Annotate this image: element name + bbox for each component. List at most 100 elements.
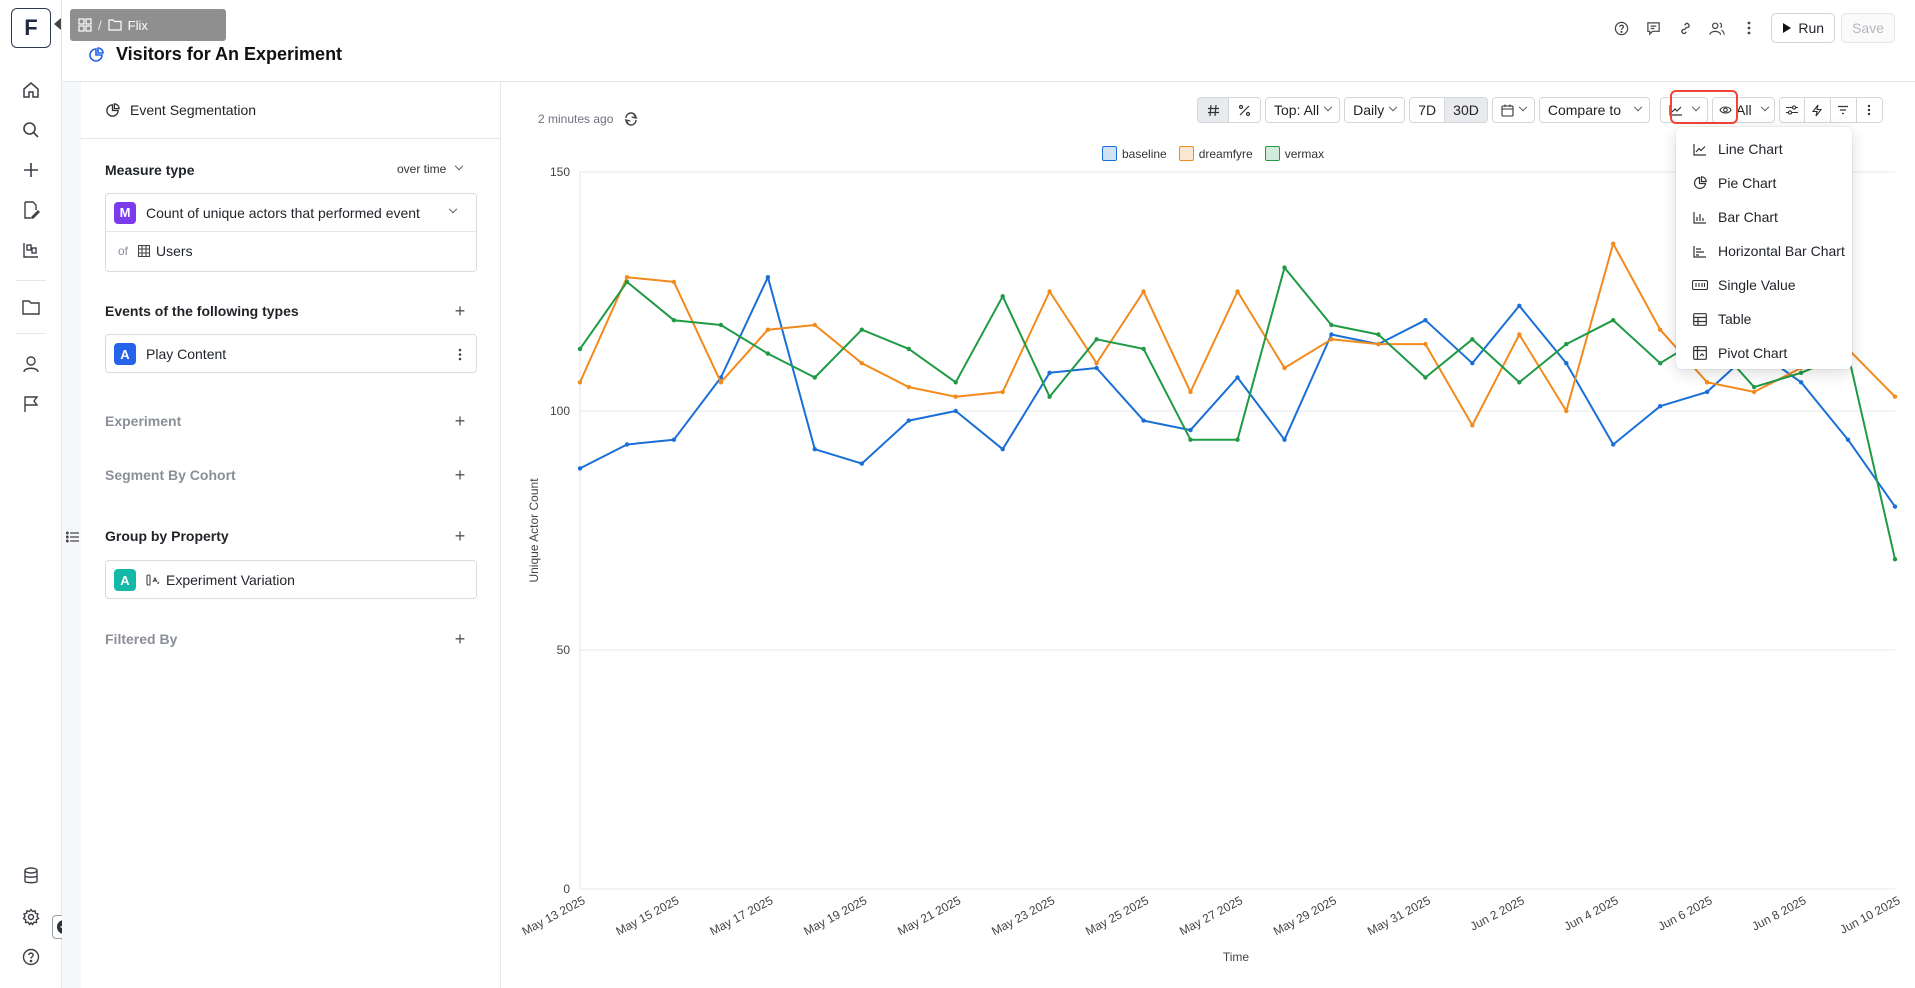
- dashboards-icon[interactable]: [19, 238, 43, 262]
- edit-document-icon[interactable]: [19, 198, 43, 222]
- x-tick-label: May 25 2025: [1083, 893, 1151, 938]
- data-point-baseline: [1188, 427, 1193, 433]
- legend-item-baseline[interactable]: baseline: [1102, 146, 1167, 161]
- top-actions: Run Save: [1605, 13, 1895, 43]
- legend-swatch: [1264, 146, 1280, 161]
- measure-of-row[interactable]: of Users: [106, 232, 476, 270]
- x-tick-label: Jun 4 2025: [1562, 893, 1621, 933]
- data-point-baseline: [624, 442, 630, 447]
- interval-select[interactable]: Daily: [1344, 97, 1406, 123]
- data-point-baseline: [1611, 442, 1616, 447]
- measure-value: Count of unique actors that performed ev…: [146, 204, 420, 221]
- flag-icon[interactable]: [19, 392, 43, 416]
- data-point-dreamfyre: [1704, 380, 1710, 385]
- data-point-baseline: [1235, 375, 1240, 380]
- help-icon[interactable]: [19, 945, 43, 969]
- menu-item-bar-chart[interactable]: Bar Chart: [1676, 200, 1852, 234]
- data-point-dreamfyre: [671, 279, 677, 285]
- hash-icon: [1207, 104, 1219, 116]
- x-tick-label: May 15 2025: [613, 893, 681, 938]
- data-point-vermax: [1517, 380, 1522, 385]
- chevron-down-icon: [1389, 102, 1398, 112]
- chevron-down-icon: [1518, 102, 1528, 112]
- lightning-icon: [1812, 104, 1823, 116]
- data-point-baseline: [1141, 418, 1146, 423]
- percent-values-button[interactable]: [1229, 97, 1261, 123]
- add-experiment-plus-icon[interactable]: +: [454, 411, 466, 431]
- add-group-by-plus-icon[interactable]: +: [454, 526, 466, 546]
- rail-divider: [16, 280, 46, 281]
- add-event-plus-icon[interactable]: +: [454, 301, 466, 321]
- menu-item-pivot-chart[interactable]: Pivot Chart: [1676, 336, 1852, 370]
- search-icon[interactable]: [19, 118, 43, 142]
- data-point-baseline: [1892, 504, 1898, 509]
- panel-header: Event Segmentation: [81, 82, 501, 139]
- home-icon[interactable]: [19, 78, 43, 102]
- data-point-dreamfyre: [765, 327, 771, 332]
- more-vertical-icon[interactable]: [1733, 13, 1765, 43]
- add-icon[interactable]: [19, 158, 43, 182]
- measure-mode-select[interactable]: over time: [397, 161, 464, 176]
- chart-settings-button[interactable]: [1778, 97, 1805, 123]
- link-icon[interactable]: [1669, 13, 1701, 43]
- run-button[interactable]: Run: [1771, 13, 1836, 43]
- cohort-label: Segment By Cohort: [105, 467, 236, 483]
- more-options-button[interactable]: [1856, 97, 1883, 123]
- rail-divider: [16, 333, 46, 334]
- share-users-icon[interactable]: [1701, 13, 1733, 43]
- data-point-dreamfyre: [1047, 289, 1052, 294]
- logo-letter: F: [24, 15, 38, 40]
- breadcrumb-folder[interactable]: Flix: [127, 17, 148, 33]
- add-filter-plus-icon[interactable]: +: [454, 629, 466, 649]
- add-cohort-plus-icon[interactable]: +: [454, 465, 466, 485]
- data-point-dreamfyre: [859, 361, 864, 366]
- legend-label: dreamfyre: [1198, 146, 1253, 161]
- data-point-vermax: [765, 351, 771, 356]
- menu-item-line-chart[interactable]: Line Chart: [1676, 132, 1852, 166]
- segmentation-icon: [106, 102, 120, 117]
- menu-item-label: Bar Chart: [1718, 209, 1778, 225]
- legend-swatch: [1178, 146, 1194, 161]
- data-point-vermax: [1423, 375, 1428, 380]
- menu-item-horizontal-bar-chart[interactable]: Horizontal Bar Chart: [1676, 234, 1852, 268]
- database-icon[interactable]: [19, 864, 43, 888]
- table-icon: [1692, 312, 1708, 326]
- page-title[interactable]: Visitors for An Experiment: [116, 44, 343, 64]
- outline-list-icon[interactable]: [65, 530, 80, 548]
- more-vertical-icon[interactable]: [458, 348, 462, 361]
- data-point-vermax: [1798, 370, 1804, 375]
- data-point-dreamfyre: [1470, 423, 1475, 428]
- panel-title[interactable]: Event Segmentation: [130, 102, 257, 118]
- legend-item-dreamfyre[interactable]: dreamfyre: [1178, 146, 1253, 161]
- filter-icon: [1838, 105, 1849, 115]
- settings-gear-icon[interactable]: [19, 905, 43, 929]
- help-icon[interactable]: [1605, 13, 1637, 43]
- folder-icon[interactable]: [19, 295, 43, 319]
- insights-button[interactable]: [1804, 97, 1831, 123]
- filter-button[interactable]: [1830, 97, 1857, 123]
- menu-item-table[interactable]: Table: [1676, 302, 1852, 336]
- comment-icon[interactable]: [1637, 13, 1669, 43]
- menu-item-pie-chart[interactable]: Pie Chart: [1676, 166, 1852, 200]
- event-item[interactable]: A Play Content: [105, 334, 477, 373]
- measure-select[interactable]: M Count of unique actors that performed …: [106, 194, 476, 232]
- absolute-values-button[interactable]: [1197, 97, 1229, 123]
- data-point-vermax: [1047, 394, 1052, 399]
- compare-to-select[interactable]: Compare to: [1538, 97, 1651, 123]
- save-button[interactable]: Save: [1841, 13, 1895, 43]
- group-by-item[interactable]: A Experiment Variation: [105, 560, 477, 599]
- visibility-select[interactable]: All: [1712, 97, 1775, 123]
- top-select[interactable]: Top: All: [1265, 97, 1341, 123]
- collapse-sidebar-caret-icon[interactable]: [54, 18, 61, 30]
- data-point-vermax: [906, 346, 911, 352]
- legend-item-vermax[interactable]: vermax: [1264, 146, 1324, 161]
- user-icon[interactable]: [19, 352, 43, 376]
- range-30d-button[interactable]: 30D: [1445, 97, 1488, 123]
- refresh-icon[interactable]: [623, 111, 639, 127]
- date-range-picker[interactable]: [1491, 97, 1535, 123]
- folder-icon: [108, 19, 122, 31]
- range-7d-button[interactable]: 7D: [1409, 97, 1446, 123]
- app-logo[interactable]: F: [11, 8, 51, 48]
- menu-item-single-value[interactable]: Single Value: [1676, 268, 1852, 302]
- grid-icon[interactable]: [78, 18, 92, 32]
